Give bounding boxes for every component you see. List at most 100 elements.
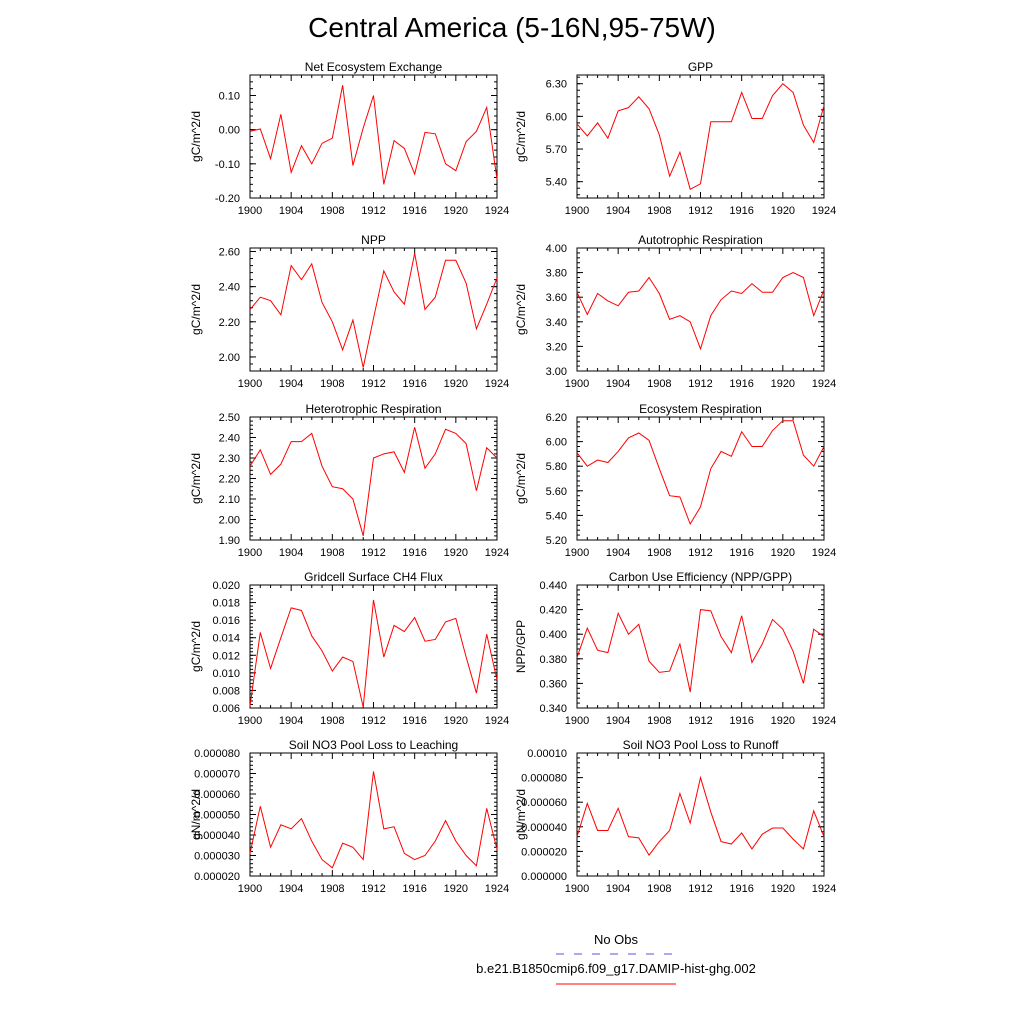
y-tick-label: 3.20 [546,341,567,353]
page-title: Central America (5-16N,95-75W) [308,12,716,43]
y-axis-label: gN/m^2/d [514,789,528,840]
y-tick-label: 2.20 [219,317,240,329]
y-tick-label: 0.010 [212,668,240,680]
plot-frame [576,584,825,709]
y-tick-label: 0.016 [212,615,240,627]
x-tick-label: 1904 [606,547,630,559]
x-tick-label: 1904 [279,205,303,217]
x-tick-label: 1908 [320,883,344,895]
x-tick-label: 1904 [279,883,303,895]
y-tick-label: 0.10 [219,91,240,103]
y-tick-label: -0.20 [215,193,240,205]
x-tick-label: 1924 [812,378,836,390]
x-tick-label: 1912 [688,547,712,559]
y-tick-label: 0.00010 [527,748,567,760]
x-tick-label: 1904 [606,378,630,390]
x-tick-label: 1900 [238,378,262,390]
y-tick-label: 0.000080 [194,748,240,760]
y-tick-label: 2.40 [219,433,240,445]
y-tick-label: 0.000020 [194,871,240,883]
y-tick-label: 0.340 [539,703,567,715]
y-tick-label: 2.60 [219,247,240,259]
x-tick-label: 1904 [606,883,630,895]
x-tick-label: 1908 [320,205,344,217]
chart-panel-5: Heterotrophic Respiration gC/m^2/d 1900 190… [189,402,509,559]
chart-panel-9: Soil NO3 Pool Loss to Leaching gN/m^2/d 19… [189,738,509,895]
x-tick-label: 1900 [238,715,262,727]
x-tick-label: 1916 [402,547,426,559]
chart-panel-6: Ecosystem Respiration gC/m^2/d 1900 1904 190… [514,402,836,559]
x-tick-label: 1920 [771,547,795,559]
x-tick-label: 1924 [485,205,509,217]
x-tick-label: 1924 [485,378,509,390]
legend-obs-label: No Obs [593,932,639,947]
x-tick-label: 1900 [565,378,589,390]
x-tick-label: 1904 [279,547,303,559]
y-tick-label: 0.000020 [521,846,567,858]
y-tick-label: 5.40 [546,510,567,522]
x-tick-label: 1908 [647,715,671,727]
x-tick-label: 1908 [320,715,344,727]
y-tick-label: 2.50 [219,412,240,424]
y-tick-label: 1.90 [219,535,240,547]
y-tick-label: 5.20 [546,535,567,547]
y-tick-label: 0.000060 [521,797,567,809]
x-tick-label: 1908 [320,547,344,559]
x-tick-label: 1916 [729,205,753,217]
x-tick-label: 1912 [688,715,712,727]
y-tick-label: 0.400 [539,629,567,641]
x-tick-label: 1924 [812,205,836,217]
y-tick-label: 0.008 [212,685,240,697]
y-axis-label: gC/m^2/d [514,284,528,335]
x-tick-label: 1908 [320,378,344,390]
x-tick-label: 1916 [729,715,753,727]
x-tick-label: 1912 [361,883,385,895]
chart-title: NPP [361,233,386,247]
x-tick-label: 1900 [565,883,589,895]
y-tick-label: 2.30 [219,453,240,465]
x-tick-label: 1900 [565,715,589,727]
x-tick-label: 1900 [565,547,589,559]
y-tick-label: 0.000040 [521,822,567,834]
chart-title: Soil NO3 Pool Loss to Runoff [623,738,780,752]
x-tick-label: 1920 [771,715,795,727]
series-line [576,609,825,693]
chart-title: GPP [688,60,713,74]
y-tick-label: 5.70 [546,144,567,156]
x-tick-label: 1916 [729,547,753,559]
x-tick-label: 1920 [444,378,468,390]
x-tick-label: 1920 [771,205,795,217]
y-axis-label: gC/m^2/d [189,111,203,162]
y-tick-label: 0.012 [212,650,240,662]
x-tick-label: 1924 [485,547,509,559]
y-tick-label: 0.000000 [521,871,567,883]
x-tick-label: 1916 [729,378,753,390]
legend-model-label: b.e21.B1850cmip6.f09_g17.DAMIP-hist-ghg.… [476,961,756,976]
plot-frame [576,74,825,199]
x-tick-label: 1920 [444,715,468,727]
y-tick-label: 2.40 [219,282,240,294]
series-line [249,253,498,368]
plot-frame [576,416,825,541]
y-tick-label: 5.40 [546,177,567,189]
y-tick-label: 0.000080 [521,773,567,785]
y-tick-label: 0.000030 [194,851,240,863]
x-tick-label: 1920 [771,883,795,895]
y-tick-label: 0.000070 [194,769,240,781]
y-tick-label: 0.006 [212,703,240,715]
chart-panel-8: Carbon Use Efficiency (NPP/GPP) NPP/GPP 19… [514,570,836,727]
x-tick-label: 1908 [647,378,671,390]
y-tick-label: 2.00 [219,352,240,364]
x-tick-label: 1916 [729,883,753,895]
y-tick-label: 0.000050 [194,810,240,822]
y-tick-label: 0.420 [539,605,567,617]
y-tick-label: 0.000040 [194,830,240,842]
y-tick-label: 6.00 [546,111,567,123]
x-tick-label: 1912 [688,883,712,895]
series-line [576,272,825,351]
plot-frame [576,247,825,372]
chart-panel-7: Gridcell Surface CH4 Flux gC/m^2/d 1900 190… [189,570,509,727]
y-tick-label: 3.60 [546,292,567,304]
x-tick-label: 1916 [402,205,426,217]
y-tick-label: 2.10 [219,494,240,506]
